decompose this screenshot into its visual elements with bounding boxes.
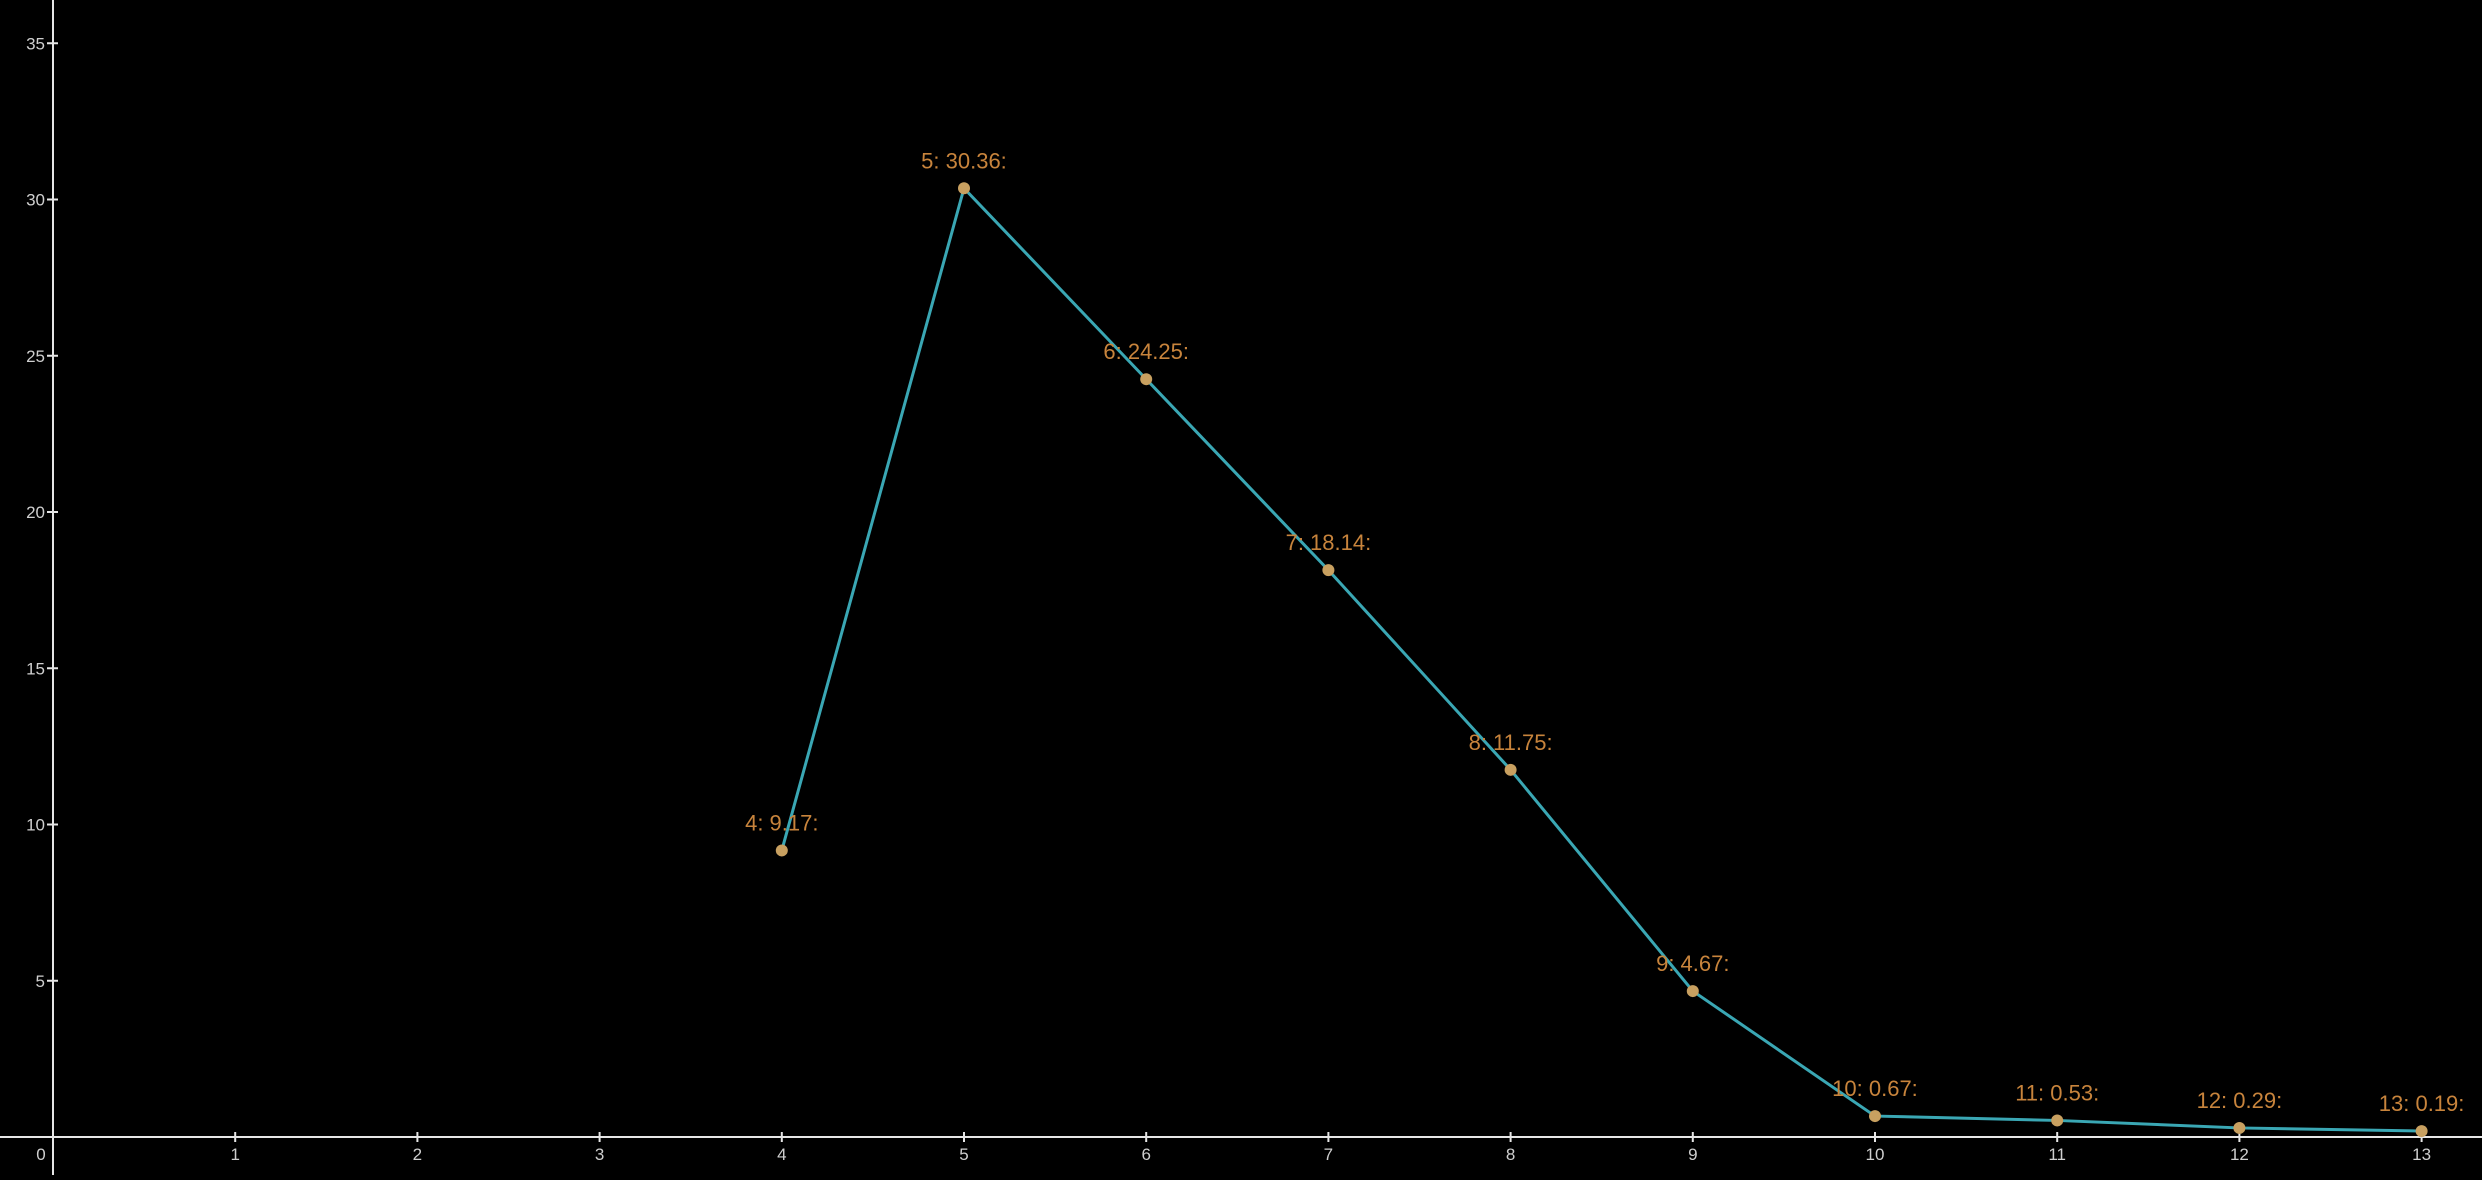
- data-label-group: 4: 9.17: 5: 30.36: 6: 24.25: 7: 18.14: 8: 11…: [745, 148, 2464, 1116]
- y-tick-label: 35: [26, 34, 45, 53]
- x-tick-label: 3: [595, 1145, 604, 1164]
- y-tick-label: 5: [36, 972, 45, 991]
- series-line-group: [780, 186, 2422, 1133]
- x-tick-label: 12: [2230, 1145, 2249, 1164]
- data-label: 12: 0.29:: [2197, 1088, 2283, 1113]
- data-point: [775, 844, 788, 857]
- x-tick-label: 11: [2048, 1145, 2066, 1164]
- data-point: [958, 182, 970, 195]
- data-point: [1686, 985, 1699, 998]
- x-tick-label: 13: [2412, 1145, 2431, 1164]
- data-label: 5: 30.36:: [921, 148, 1007, 173]
- x-tick-label: 4: [777, 1145, 786, 1164]
- data-label: 11: 0.53:: [2015, 1080, 2099, 1105]
- data-point: [2415, 1125, 2428, 1138]
- data-point: [1140, 373, 1153, 386]
- data-label: 8: 11.75:: [1469, 730, 1553, 755]
- data-label: 6: 24.25:: [1103, 339, 1189, 364]
- y-tick-label: 10: [26, 816, 45, 835]
- y-tick-label: 25: [26, 347, 45, 366]
- series-line: [780, 186, 2422, 1133]
- x-tick-label: 0: [36, 1145, 45, 1164]
- data-label: 4: 9.17:: [745, 810, 818, 835]
- x-tick-label: 10: [1866, 1145, 1885, 1164]
- data-point: [1322, 564, 1335, 577]
- data-label: 10: 0.67:: [1832, 1076, 1918, 1101]
- x-tick-label: 7: [1324, 1145, 1333, 1164]
- data-label: 9: 4.67:: [1656, 951, 1729, 976]
- data-point-group: [775, 182, 2428, 1138]
- y-tick-label: 15: [26, 659, 45, 678]
- data-point: [2051, 1114, 2064, 1127]
- data-point: [2233, 1121, 2246, 1134]
- y-tick-label: 20: [26, 503, 45, 522]
- data-label: 7: 18.14:: [1286, 530, 1372, 555]
- x-tick-label: 6: [1141, 1145, 1150, 1164]
- x-tick-label: 8: [1506, 1145, 1515, 1164]
- x-tick-label: 2: [413, 1145, 422, 1164]
- data-point: [1869, 1110, 1881, 1123]
- x-tick-label: 5: [959, 1145, 968, 1164]
- data-label: 13: 0.19:: [2379, 1091, 2465, 1116]
- y-tick-label: 30: [26, 191, 45, 210]
- x-tick-label: 9: [1688, 1145, 1697, 1164]
- data-point: [1504, 763, 1517, 776]
- x-tick-label: 1: [230, 1145, 239, 1164]
